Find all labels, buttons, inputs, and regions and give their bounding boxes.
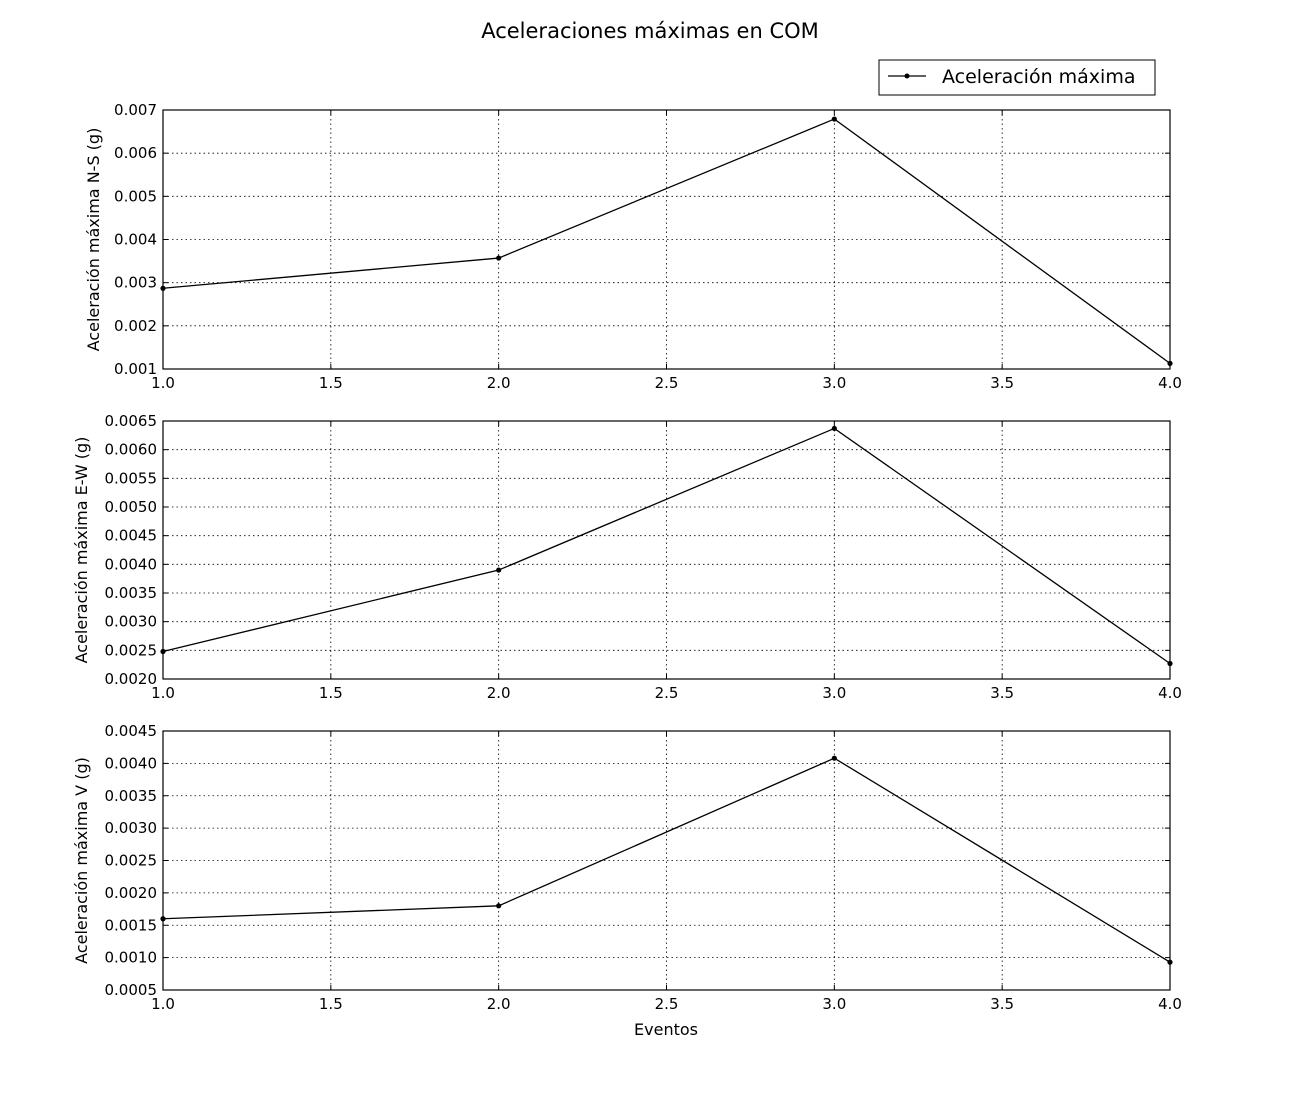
axes-frame	[162, 109, 1171, 370]
x-tick-label: 1.0	[151, 374, 175, 392]
y-tick-label: 0.0020	[105, 884, 158, 902]
subplot-1: 1.0 1.5 2.0 2.5 3.0 3.5 4.0 0.001 0.002 0.003 0.00…	[84, 101, 1182, 392]
y-tick-label: 0.0040	[105, 555, 158, 573]
x-tick-label: 3.5	[990, 374, 1014, 392]
y-axis-label: Aceleración máxima N-S (g)	[84, 128, 103, 352]
subplot-2: 1.0 1.5 2.0 2.5 3.0 3.5 4.0 0.0020 0.0025 0.0030 0…	[72, 412, 1182, 702]
y-tick-label: 0.0065	[105, 412, 158, 430]
x-axis-label: Eventos	[634, 1020, 698, 1039]
x-tick-label: 3.0	[822, 684, 846, 702]
y-tick-label: 0.007	[114, 101, 157, 119]
y-tick-label: 0.0060	[105, 441, 158, 459]
y-tick-label: 0.0025	[105, 852, 158, 870]
data-point	[1167, 660, 1173, 667]
data-point	[496, 567, 502, 573]
data-point	[831, 755, 837, 761]
data-point	[831, 116, 837, 122]
y-tick-label: 0.0035	[105, 787, 158, 805]
subplot-3: 1.0 1.5 2.0 2.5 3.0 3.5 4.0 0.0005 0.0010 0.0015 0…	[72, 722, 1182, 1013]
y-tick-label: 0.004	[114, 231, 157, 249]
series-line	[162, 427, 1171, 665]
y-tick-label: 0.0020	[105, 670, 158, 688]
y-axis-label: Aceleración máxima V (g)	[72, 757, 91, 964]
x-tick-label: 2.5	[655, 374, 679, 392]
y-tick-label: 0.0045	[105, 722, 158, 740]
x-tick-label: 4.0	[1158, 995, 1182, 1013]
x-tick-label: 1.0	[151, 995, 175, 1013]
x-tick-label: 1.5	[319, 995, 343, 1013]
data-point	[496, 903, 502, 909]
x-tick-label: 1.0	[151, 684, 175, 702]
y-tick-label: 0.0050	[105, 498, 158, 516]
figure-title: Aceleraciones máximas en COM	[481, 19, 819, 43]
y-tick-label: 0.0030	[105, 819, 158, 837]
y-tick-label: 0.0055	[105, 469, 158, 487]
x-tick-label: 2.0	[487, 374, 511, 392]
data-point	[160, 648, 166, 655]
x-tick-label: 3.0	[822, 995, 846, 1013]
x-tick-label: 2.0	[487, 995, 511, 1013]
axes-frame	[162, 420, 1171, 680]
legend: Aceleración máxima	[878, 59, 1156, 96]
data-point	[1167, 959, 1173, 965]
y-tick-label: 0.0010	[105, 949, 158, 967]
x-tick-label: 2.5	[655, 684, 679, 702]
y-tick-label: 0.002	[114, 317, 157, 335]
y-tick-label: 0.005	[114, 187, 157, 205]
y-tick-label: 0.0005	[105, 981, 158, 999]
subplots: 1.0 1.5 2.0 2.5 3.0 3.5 4.0 0.001 0.002 0.003 0.00…	[72, 101, 1182, 1013]
x-tick-label: 4.0	[1158, 374, 1182, 392]
y-tick-label: 0.0025	[105, 641, 158, 659]
series-line	[162, 757, 1171, 963]
y-tick-label: 0.0030	[105, 613, 158, 631]
y-tick-label: 0.0035	[105, 584, 158, 602]
x-tick-label: 2.5	[655, 995, 679, 1013]
legend-frame	[878, 59, 1156, 96]
y-tick-label: 0.001	[114, 360, 157, 378]
y-tick-label: 0.0040	[105, 754, 158, 772]
y-tick-label: 0.003	[114, 274, 157, 292]
data-point	[496, 255, 502, 261]
data-point	[160, 916, 166, 922]
x-tick-label: 1.5	[319, 374, 343, 392]
y-tick-label: 0.0045	[105, 527, 158, 545]
data-point	[831, 425, 837, 432]
x-tick-label: 3.0	[822, 374, 846, 392]
x-tick-label: 4.0	[1158, 684, 1182, 702]
y-tick-label: 0.0015	[105, 916, 158, 934]
x-tick-label: 3.5	[990, 995, 1014, 1013]
x-tick-label: 3.5	[990, 684, 1014, 702]
x-tick-label: 1.5	[319, 684, 343, 702]
axes-frame	[162, 730, 1171, 991]
data-point	[160, 285, 166, 291]
legend-marker-sample	[904, 73, 910, 79]
series-line	[162, 118, 1171, 364]
y-axis-label: Aceleración máxima E-W (g)	[72, 437, 91, 664]
legend-label: Aceleración máxima	[942, 66, 1135, 88]
data-point	[1167, 360, 1173, 366]
x-tick-label: 2.0	[487, 684, 511, 702]
y-tick-label: 0.006	[114, 144, 157, 162]
